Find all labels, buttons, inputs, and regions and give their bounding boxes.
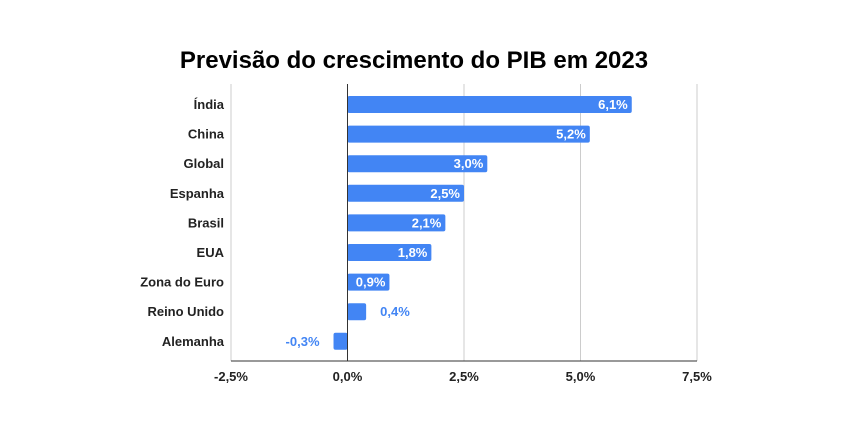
gridlines <box>230 84 698 361</box>
value-label: 0,4% <box>380 304 410 319</box>
x-tick-label: 0,0% <box>333 369 363 384</box>
bar <box>347 303 367 321</box>
category-label: Espanha <box>170 186 225 201</box>
category-label: China <box>188 127 225 142</box>
bar <box>333 332 348 350</box>
bar <box>347 125 590 143</box>
bar <box>347 155 488 173</box>
x-tick-label: 5,0% <box>566 369 596 384</box>
value-label: 6,1% <box>598 97 628 112</box>
labels: -2,5% 0,0% 2,5% 5,0% 7,5% Índia 6,1% China 5,2% G… <box>140 97 712 384</box>
value-label: 0,9% <box>356 275 386 290</box>
x-tick-label: 2,5% <box>449 369 479 384</box>
bar <box>347 214 446 232</box>
category-label: Global <box>184 156 224 171</box>
category-label: EUA <box>197 245 225 260</box>
x-tick-label: 7,5% <box>682 369 712 384</box>
value-label: -0,3% <box>286 334 320 349</box>
value-label: 2,1% <box>412 215 442 230</box>
category-label: Alemanha <box>162 334 225 349</box>
category-label: Índia <box>194 97 225 112</box>
chart-title: Previsão do crescimento do PIB em 2023 <box>180 47 648 74</box>
axes <box>231 84 697 362</box>
category-label: Zona do Euro <box>140 275 224 290</box>
bar <box>347 184 464 202</box>
value-label: 3,0% <box>454 156 484 171</box>
x-tick-label: -2,5% <box>214 369 248 384</box>
bar <box>347 244 432 261</box>
category-label: Brasil <box>188 215 224 230</box>
bar <box>347 96 632 113</box>
value-label: 5,2% <box>556 127 586 142</box>
bars <box>333 96 632 350</box>
category-label: Reino Unido <box>147 304 224 319</box>
value-label: 1,8% <box>398 245 428 260</box>
bar <box>347 273 390 291</box>
value-label: 2,5% <box>430 186 460 201</box>
